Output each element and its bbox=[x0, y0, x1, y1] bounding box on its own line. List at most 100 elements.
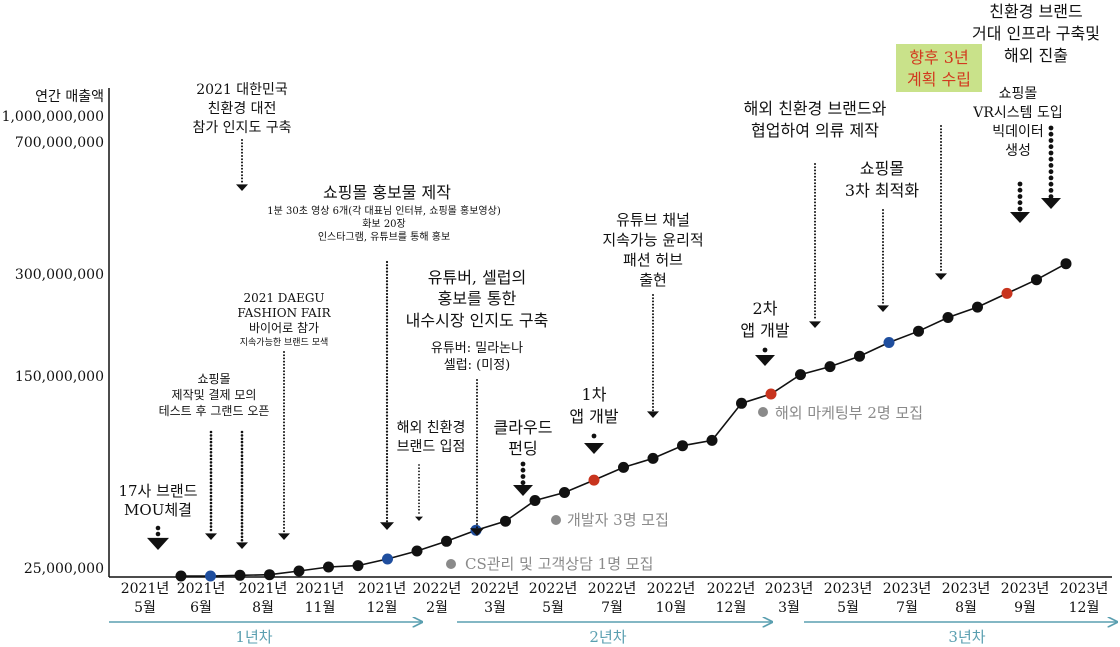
data-point bbox=[765, 388, 777, 400]
annotation-optimization-v3: 쇼핑몰 3차 최적화 bbox=[845, 159, 919, 200]
x-tick: 2022년 10월 bbox=[647, 581, 696, 616]
x-tick-year: 2023년 bbox=[824, 581, 873, 597]
annotation-eco-expo: 2021 대한민국 친환경 대전 참가 인지도 구축 bbox=[192, 82, 291, 136]
annotation-subline: 인스타그램, 유튜브를 통해 홍보 bbox=[318, 230, 450, 243]
data-point bbox=[352, 560, 364, 572]
dotted-arrow bbox=[147, 525, 169, 550]
x-tick-year: 2022년 bbox=[413, 581, 462, 597]
data-point bbox=[883, 337, 895, 348]
dotted-arrow bbox=[809, 163, 821, 328]
x-tick: 2021년 11월 bbox=[296, 581, 345, 616]
x-tick-month: 5월 bbox=[134, 600, 156, 616]
data-point bbox=[795, 369, 806, 381]
annotation-line: FASHION FAIR bbox=[237, 306, 331, 320]
data-point bbox=[293, 565, 305, 577]
annotation-line: 쇼핑몰 bbox=[999, 86, 1038, 102]
annotation-line: 펀딩 bbox=[508, 439, 537, 458]
x-tick-month: 6월 bbox=[190, 600, 212, 616]
data-point bbox=[411, 545, 423, 557]
y-tick-label: 1,000,000,000 bbox=[2, 109, 104, 125]
annotation-line: 출현 bbox=[639, 271, 667, 289]
dotted-arrow bbox=[278, 351, 290, 540]
data-point bbox=[706, 434, 718, 446]
x-tick: 2023년 8월 bbox=[942, 581, 991, 616]
annotation-line: 브랜드 입점 bbox=[397, 439, 466, 455]
dotted-arrow bbox=[584, 433, 604, 454]
x-tick: 2022년 12월 bbox=[707, 581, 756, 616]
x-tick-year: 2021년 bbox=[358, 581, 407, 597]
x-tick-month: 12월 bbox=[367, 600, 398, 616]
annotation-line: 친환경 대전 bbox=[208, 101, 277, 117]
x-tick: 2022년 3월 bbox=[471, 581, 520, 616]
annotation-line: 생성 bbox=[1005, 143, 1031, 159]
hiring-note-text: 개발자 3명 모집 bbox=[567, 511, 669, 529]
data-point bbox=[824, 361, 836, 373]
annotation-line: 2021 DAEGU bbox=[243, 291, 324, 305]
x-tick: 2023년 3월 bbox=[765, 581, 814, 616]
annotation-line: 쇼핑몰 홍보물 제작 bbox=[323, 183, 451, 202]
dotted-arrow bbox=[755, 347, 775, 366]
annotation-line: 제작및 결제 모의 bbox=[172, 388, 257, 402]
annotation-line: 쇼핑몰 bbox=[197, 372, 230, 386]
plan-badge-line: 향후 3년 bbox=[909, 48, 968, 67]
annotation-line: 앱 개발 bbox=[740, 321, 790, 340]
x-tick: 2023년 9월 bbox=[1001, 581, 1050, 616]
data-point bbox=[647, 452, 659, 464]
data-point bbox=[441, 535, 452, 547]
annotation-line: 참가 인지도 구축 bbox=[192, 120, 291, 136]
x-tick: 2022년 2월 bbox=[413, 581, 462, 616]
x-tick-month: 9월 bbox=[1014, 600, 1036, 616]
dotted-arrow bbox=[877, 209, 889, 312]
annotation-crowdfunding: 클라우드 펀딩 bbox=[494, 418, 553, 458]
x-tick: 2022년 5월 bbox=[529, 581, 578, 616]
annotation-global-infra: 친환경 브랜드 거대 인프라 구축및 해외 진출 bbox=[972, 2, 1100, 65]
x-tick-month: 8월 bbox=[252, 600, 274, 616]
y-tick-label: 700,000,000 bbox=[15, 135, 104, 151]
annotation-line: 클라우드 bbox=[494, 418, 553, 437]
x-tick-month: 12월 bbox=[1069, 600, 1100, 616]
x-tick-month: 5월 bbox=[837, 600, 859, 616]
annotation-line: VR시스템 도입 bbox=[972, 105, 1063, 121]
plan-badge-line: 계획 수립 bbox=[907, 70, 971, 89]
x-tick-month: 8월 bbox=[955, 600, 977, 616]
annotation-grand-open: 쇼핑몰 제작및 결제 모의 테스트 후 그랜드 오픈 bbox=[159, 372, 270, 418]
phase-label: 2년차 bbox=[589, 628, 626, 646]
annotation-line: 17사 브랜드 bbox=[118, 482, 197, 500]
dotted-arrow bbox=[205, 430, 217, 540]
dotted-arrow bbox=[935, 125, 947, 280]
annotation-line: 앱 개발 bbox=[569, 407, 619, 426]
annotation-youtube-channel: 유튜브 채널 지속가능 윤리적 패션 허브 출현 bbox=[602, 211, 703, 289]
annotation-line: 친환경 브랜드 bbox=[989, 2, 1082, 21]
dotted-arrow bbox=[236, 139, 248, 191]
x-tick-year: 2023년 bbox=[1001, 581, 1050, 597]
dotted-arrow bbox=[236, 430, 248, 549]
annotation-line: 2차 bbox=[753, 299, 778, 318]
dotted-arrow bbox=[415, 464, 423, 521]
y-axis-label: 연간 매출액 bbox=[35, 89, 104, 105]
hiring-note-text: 해외 마케팅부 2명 모집 bbox=[775, 404, 923, 422]
annotation-mou: 17사 브랜드 MOU체결 bbox=[118, 482, 197, 519]
hiring-note-marketing: 해외 마케팅부 2명 모집 bbox=[758, 404, 923, 422]
annotation-line: 해외 친환경 브랜드와 bbox=[744, 99, 887, 118]
annotation-subline: 유튜버: 밀라논나 bbox=[431, 341, 523, 356]
dotted-arrow bbox=[1010, 181, 1030, 223]
x-tick-year: 2022년 bbox=[471, 581, 520, 597]
annotation-line: 3차 최적화 bbox=[845, 181, 919, 200]
hiring-note-dot bbox=[551, 515, 561, 525]
dotted-arrow bbox=[1041, 125, 1061, 209]
annotation-line: 홍보를 통한 bbox=[438, 289, 517, 308]
data-point bbox=[500, 515, 511, 527]
annotation-line: 테스트 후 그랜드 오픈 bbox=[159, 404, 270, 418]
annotation-arrows bbox=[147, 125, 1061, 550]
x-tick-year: 2021년 bbox=[296, 581, 345, 597]
data-point bbox=[942, 312, 954, 323]
x-tick-month: 10월 bbox=[656, 600, 687, 616]
dotted-arrow bbox=[380, 260, 394, 530]
annotation-promo-material: 쇼핑몰 홍보물 제작 1분 30초 영상 6개(각 대표님 인터뷰, 쇼핑몰 홍… bbox=[267, 183, 501, 243]
annotation-line: 패션 허브 bbox=[623, 251, 683, 269]
x-tick-month: 7월 bbox=[601, 600, 623, 616]
phase-label: 3년차 bbox=[948, 628, 985, 646]
x-tick: 2021년 8월 bbox=[239, 581, 288, 616]
y-tick-label: 25,000,000 bbox=[24, 561, 104, 577]
annotation-line: 2021 대한민국 bbox=[196, 82, 288, 98]
